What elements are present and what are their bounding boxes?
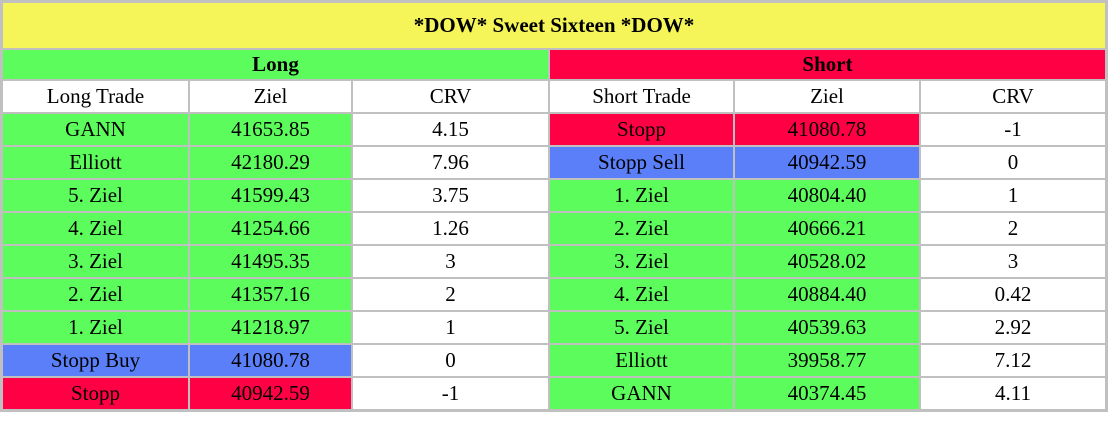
long-section-heading: Long [3, 50, 548, 79]
long-trade-cell: 1. Ziel [3, 312, 188, 343]
short-ziel-cell: 40374.45 [735, 378, 919, 409]
short-crv-cell: 2.92 [921, 312, 1105, 343]
table-row: 3. Ziel 41495.35 3 3. Ziel 40528.02 3 [3, 246, 1105, 277]
table-row: Stopp Buy 41080.78 0 Elliott 39958.77 7.12 [3, 345, 1105, 376]
short-crv-cell: 3 [921, 246, 1105, 277]
short-ziel-cell: 41080.78 [735, 114, 919, 145]
table-row: GANN 41653.85 4.15 Stopp 41080.78 -1 [3, 114, 1105, 145]
short-ziel-cell: 40528.02 [735, 246, 919, 277]
long-ziel-column-header: Ziel [190, 81, 351, 112]
long-crv-cell: 3 [353, 246, 548, 277]
long-crv-cell: 7.96 [353, 147, 548, 178]
short-trade-cell: 5. Ziel [550, 312, 733, 343]
short-crv-cell: 7.12 [921, 345, 1105, 376]
short-trade-cell: 3. Ziel [550, 246, 733, 277]
short-crv-cell: 0.42 [921, 279, 1105, 310]
short-trade-cell: 1. Ziel [550, 180, 733, 211]
long-trade-cell: 4. Ziel [3, 213, 188, 244]
long-crv-cell: -1 [353, 378, 548, 409]
short-ziel-cell: 39958.77 [735, 345, 919, 376]
short-ziel-column-header: Ziel [735, 81, 919, 112]
long-ziel-cell: 41218.97 [190, 312, 351, 343]
long-trade-cell: 3. Ziel [3, 246, 188, 277]
short-trade-cell: Stopp Sell [550, 147, 733, 178]
short-crv-cell: -1 [921, 114, 1105, 145]
short-ziel-cell: 40884.40 [735, 279, 919, 310]
long-trade-cell: Elliott [3, 147, 188, 178]
long-trade-cell: 2. Ziel [3, 279, 188, 310]
table-row: 1. Ziel 41218.97 1 5. Ziel 40539.63 2.92 [3, 312, 1105, 343]
long-crv-cell: 2 [353, 279, 548, 310]
short-ziel-cell: 40804.40 [735, 180, 919, 211]
short-crv-cell: 1 [921, 180, 1105, 211]
short-trade-cell: 2. Ziel [550, 213, 733, 244]
long-ziel-cell: 41599.43 [190, 180, 351, 211]
long-trade-cell: GANN [3, 114, 188, 145]
long-ziel-cell: 40942.59 [190, 378, 351, 409]
short-trade-cell: Stopp [550, 114, 733, 145]
long-crv-cell: 0 [353, 345, 548, 376]
long-trade-column-header: Long Trade [3, 81, 188, 112]
page-title: *DOW* Sweet Sixteen *DOW* [3, 3, 1105, 48]
short-section-heading: Short [550, 50, 1105, 79]
short-ziel-cell: 40539.63 [735, 312, 919, 343]
short-ziel-cell: 40942.59 [735, 147, 919, 178]
short-trade-column-header: Short Trade [550, 81, 733, 112]
table-row: Stopp 40942.59 -1 GANN 40374.45 4.11 [3, 378, 1105, 409]
long-ziel-cell: 41357.16 [190, 279, 351, 310]
short-crv-cell: 2 [921, 213, 1105, 244]
short-crv-cell: 4.11 [921, 378, 1105, 409]
long-ziel-cell: 41495.35 [190, 246, 351, 277]
long-crv-cell: 4.15 [353, 114, 548, 145]
long-trade-cell: Stopp [3, 378, 188, 409]
long-trade-cell: Stopp Buy [3, 345, 188, 376]
short-ziel-cell: 40666.21 [735, 213, 919, 244]
long-ziel-cell: 42180.29 [190, 147, 351, 178]
table-row: 5. Ziel 41599.43 3.75 1. Ziel 40804.40 1 [3, 180, 1105, 211]
long-crv-cell: 1.26 [353, 213, 548, 244]
short-trade-cell: 4. Ziel [550, 279, 733, 310]
dow-sweet-sixteen-table: *DOW* Sweet Sixteen *DOW* Long Short Lon… [0, 0, 1108, 412]
table-row: 4. Ziel 41254.66 1.26 2. Ziel 40666.21 2 [3, 213, 1105, 244]
long-crv-column-header: CRV [353, 81, 548, 112]
long-crv-cell: 3.75 [353, 180, 548, 211]
short-trade-cell: Elliott [550, 345, 733, 376]
long-crv-cell: 1 [353, 312, 548, 343]
long-ziel-cell: 41653.85 [190, 114, 351, 145]
short-crv-cell: 0 [921, 147, 1105, 178]
table-row: Elliott 42180.29 7.96 Stopp Sell 40942.59 0 [3, 147, 1105, 178]
long-trade-cell: 5. Ziel [3, 180, 188, 211]
short-trade-cell: GANN [550, 378, 733, 409]
short-crv-column-header: CRV [921, 81, 1105, 112]
long-ziel-cell: 41080.78 [190, 345, 351, 376]
table-row: 2. Ziel 41357.16 2 4. Ziel 40884.40 0.42 [3, 279, 1105, 310]
long-ziel-cell: 41254.66 [190, 213, 351, 244]
